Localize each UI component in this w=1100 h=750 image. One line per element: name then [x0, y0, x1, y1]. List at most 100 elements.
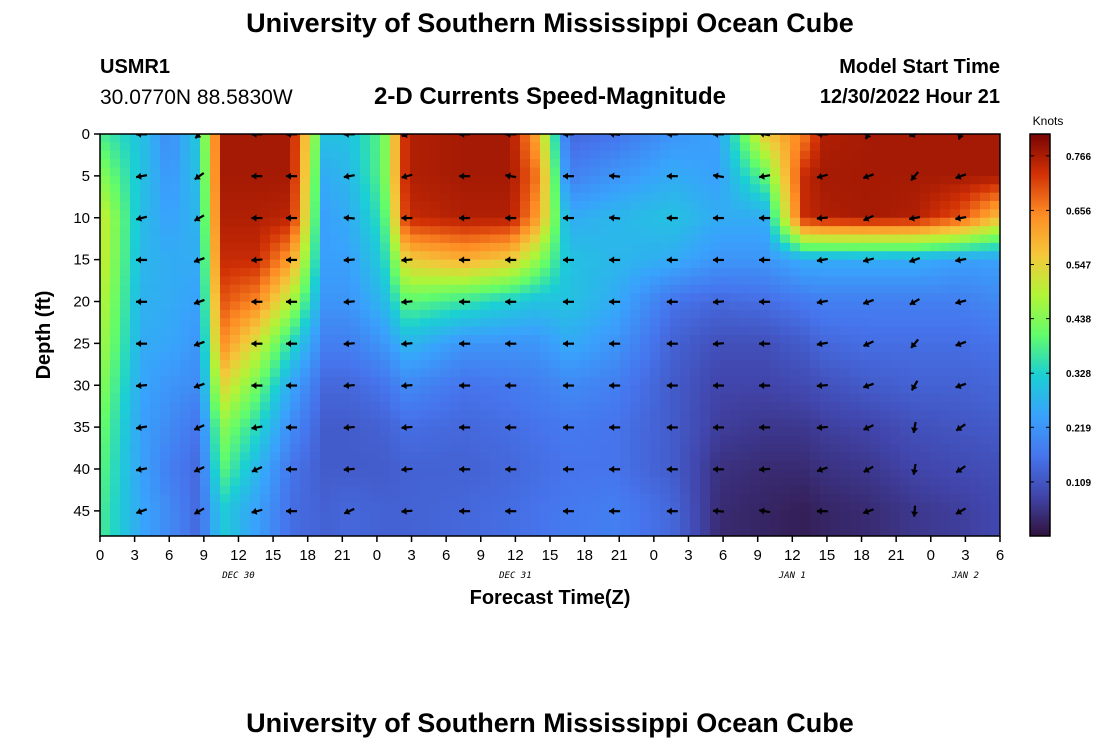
heatmap-cell — [800, 309, 811, 319]
heatmap-cell — [560, 268, 571, 277]
heatmap-cell — [220, 485, 231, 495]
current-vector — [816, 256, 828, 264]
heatmap-cell — [690, 159, 701, 169]
heatmap-cell — [800, 368, 811, 378]
heatmap-cell — [450, 502, 461, 512]
heatmap-cell — [640, 427, 651, 437]
heatmap-cell — [730, 142, 741, 152]
heatmap-cell — [470, 343, 481, 353]
heatmap-cell — [570, 167, 581, 177]
heatmap-cell — [350, 443, 361, 453]
heatmap-cell — [340, 276, 351, 286]
heatmap-cell — [720, 167, 731, 177]
heatmap-cell — [840, 326, 851, 336]
heatmap-cell — [960, 159, 971, 169]
heatmap-cell — [920, 527, 931, 536]
heatmap-cell — [890, 485, 901, 495]
heatmap-cell — [850, 376, 861, 386]
heatmap-cell — [290, 494, 301, 504]
heatmap-cell — [890, 494, 901, 504]
current-vector — [135, 423, 148, 432]
heatmap-cell — [910, 477, 921, 487]
heatmap-cell — [640, 175, 651, 185]
heatmap-cell — [560, 159, 571, 169]
heatmap-cell — [180, 418, 191, 428]
heatmap-cell — [810, 142, 821, 152]
heatmap-cell — [810, 209, 821, 219]
heatmap-cell — [330, 477, 341, 487]
heatmap-cell — [420, 276, 431, 286]
heatmap-cell — [100, 242, 111, 252]
heatmap-cell — [900, 510, 911, 520]
heatmap-cell — [710, 368, 721, 378]
heatmap-cell — [620, 251, 631, 261]
heatmap-cell — [740, 234, 751, 244]
heatmap-cell — [960, 519, 971, 529]
heatmap-cell — [980, 309, 991, 319]
heatmap-cell — [760, 460, 771, 470]
heatmap-cell — [750, 343, 761, 353]
heatmap-cell — [190, 142, 201, 152]
heatmap-cell — [230, 494, 241, 504]
heatmap-cell — [570, 309, 581, 319]
heatmap-cell — [610, 469, 621, 478]
heatmap-cell — [960, 351, 971, 361]
heatmap-cell — [680, 217, 691, 227]
heatmap-cell — [670, 335, 681, 344]
heatmap-cell — [480, 184, 491, 194]
heatmap-cell — [140, 301, 151, 311]
heatmap-cell — [440, 351, 451, 361]
heatmap-cell — [590, 402, 601, 411]
heatmap-cell — [260, 175, 271, 185]
heatmap-cell — [590, 351, 601, 361]
heatmap-cell — [750, 226, 761, 236]
heatmap-cell — [820, 326, 831, 336]
heatmap-cell — [720, 251, 731, 261]
heatmap-cell — [110, 293, 121, 303]
heatmap-cell — [270, 251, 281, 261]
heatmap-cell — [210, 502, 221, 512]
heatmap-cell — [770, 460, 781, 470]
heatmap-cell — [700, 234, 711, 244]
heatmap-cell — [480, 309, 491, 319]
heatmap-cell — [220, 234, 231, 244]
heatmap-cell — [170, 469, 181, 478]
heatmap-cell — [450, 175, 461, 185]
heatmap-cell — [670, 477, 681, 487]
heatmap-cell — [810, 226, 821, 236]
heatmap-cell — [800, 527, 811, 536]
heatmap-cell — [750, 259, 761, 269]
heatmap-cell — [500, 276, 511, 286]
heatmap-cell — [840, 460, 851, 470]
heatmap-cell — [560, 360, 571, 370]
heatmap-cell — [390, 527, 401, 536]
heatmap-cell — [870, 485, 881, 495]
heatmap-cell — [630, 309, 641, 319]
heatmap-cell — [130, 175, 141, 185]
heatmap-cell — [350, 435, 361, 445]
heatmap-cell — [260, 159, 271, 169]
heatmap-cell — [610, 418, 621, 428]
heatmap-cell — [430, 335, 441, 344]
heatmap-cell — [560, 519, 571, 529]
heatmap-cell — [690, 502, 701, 512]
heatmap-cell — [730, 175, 741, 185]
heatmap-cell — [900, 343, 911, 353]
heatmap-cell — [940, 368, 951, 378]
heatmap-cell — [660, 326, 671, 336]
heatmap-cell — [250, 469, 261, 478]
heatmap-cell — [190, 234, 201, 244]
heatmap-cell — [310, 376, 321, 386]
heatmap-cell — [310, 351, 321, 361]
heatmap-cell — [280, 134, 291, 143]
current-vector — [505, 423, 517, 432]
heatmap-cell — [950, 502, 961, 512]
heatmap-cell — [190, 276, 201, 286]
heatmap-cell — [580, 251, 591, 261]
heatmap-cell — [980, 418, 991, 428]
heatmap-cell — [700, 452, 711, 462]
heatmap-cell — [230, 167, 241, 177]
current-vector — [401, 256, 413, 264]
heatmap-cell — [110, 477, 121, 487]
heatmap-cell — [490, 217, 501, 227]
